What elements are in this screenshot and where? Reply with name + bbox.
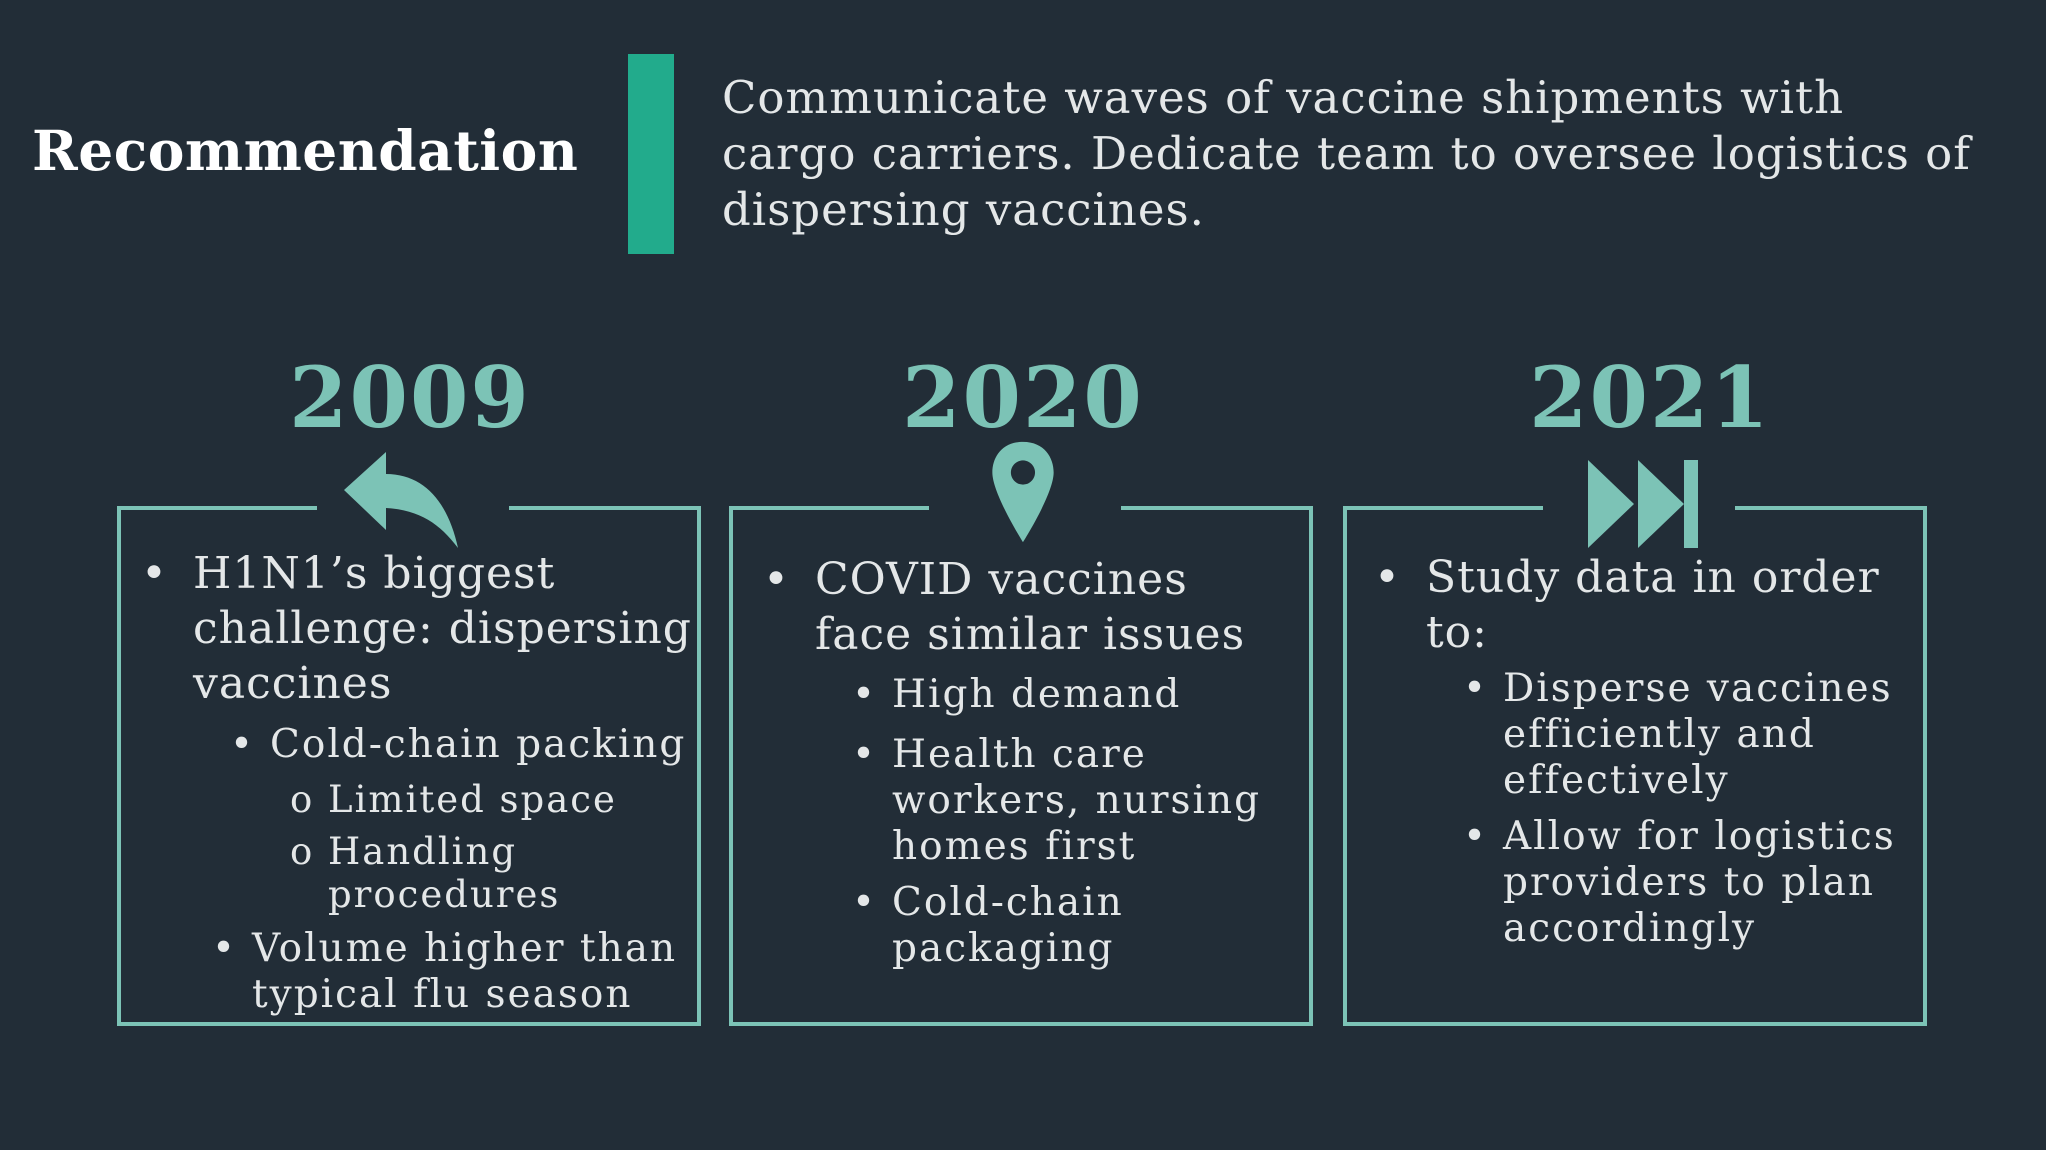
bullet-2009: H1N1’s biggest challenge: dispersing vac… <box>141 546 713 711</box>
year-2020: 2020 <box>902 348 1144 447</box>
accent-bar <box>628 54 674 254</box>
year-2009: 2009 <box>289 348 531 447</box>
sub-bullet-cold-chain-packaging: Cold-chain packaging <box>852 880 1292 972</box>
sub-item-handling-procedures: Handling procedures <box>290 830 658 916</box>
back-arrow-icon <box>344 452 458 548</box>
sub-bullet-disperse: Disperse vaccines efficiently and effect… <box>1463 666 1923 804</box>
sub-bullet-cold-chain-packing: Cold-chain packing <box>230 722 690 768</box>
recommendation-text: Communicate waves of vaccine shipments w… <box>722 71 1971 236</box>
fast-forward-icon <box>1588 460 1698 548</box>
sub-bullet-allow: Allow for logistics providers to plan ac… <box>1463 814 1923 952</box>
sub-bullet-high-demand: High demand <box>852 672 1292 718</box>
bullet-2020: COVID vaccines face similar issues <box>763 552 1295 662</box>
bullet-2021: Study data in order to: <box>1374 550 1896 660</box>
sub-bullet-volume: Volume higher than typical flu season <box>212 926 692 1018</box>
map-pin-icon <box>992 441 1054 543</box>
sub-bullet-health-care: Health care workers, nursing homes first <box>852 732 1292 870</box>
recommendation-heading: Recommendation <box>32 118 579 183</box>
year-2021: 2021 <box>1529 348 1771 447</box>
sub-item-limited-space: Limited space <box>290 778 658 821</box>
